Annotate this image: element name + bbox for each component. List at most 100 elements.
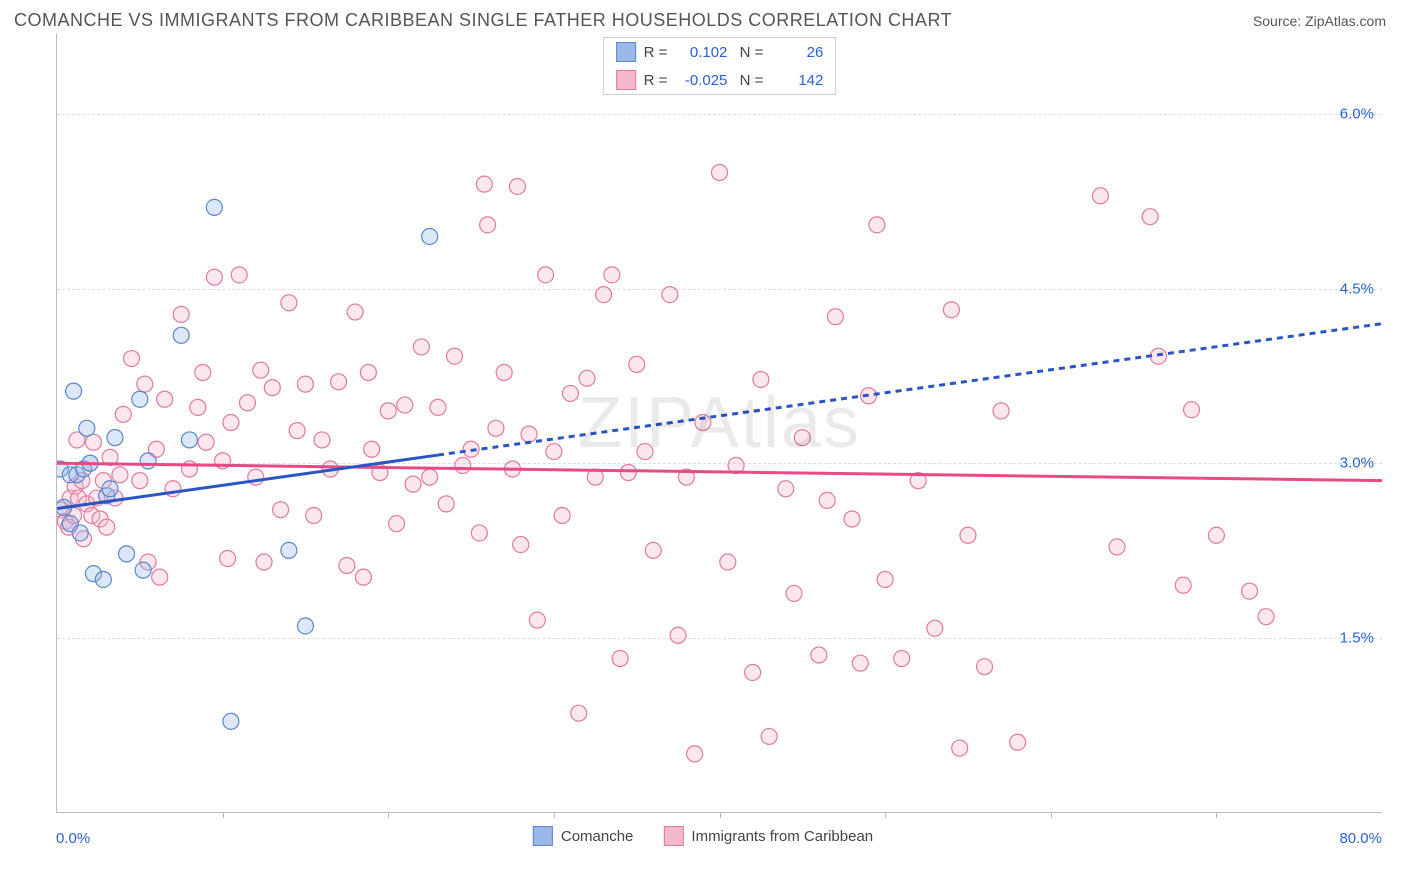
x-max-label: 80.0% bbox=[1339, 830, 1382, 847]
data-point bbox=[95, 571, 111, 587]
data-point bbox=[112, 467, 128, 483]
data-point bbox=[119, 546, 135, 562]
series1-swatch bbox=[616, 42, 636, 62]
series2-swatch bbox=[663, 826, 683, 846]
series2-swatch bbox=[616, 70, 636, 90]
data-point bbox=[620, 464, 636, 480]
data-point bbox=[596, 287, 612, 303]
data-point bbox=[190, 399, 206, 415]
data-point bbox=[223, 415, 239, 431]
data-point bbox=[761, 728, 777, 744]
data-point bbox=[993, 403, 1009, 419]
series1-r: 0.102 bbox=[675, 44, 727, 61]
data-point bbox=[66, 383, 82, 399]
data-point bbox=[438, 496, 454, 512]
data-point bbox=[844, 511, 860, 527]
data-point bbox=[220, 551, 236, 567]
data-point bbox=[173, 327, 189, 343]
data-point bbox=[612, 651, 628, 667]
data-point bbox=[670, 627, 686, 643]
data-point bbox=[124, 351, 140, 367]
data-point bbox=[281, 542, 297, 558]
data-point bbox=[289, 423, 305, 439]
data-point bbox=[1142, 209, 1158, 225]
x-tick bbox=[1216, 812, 1217, 818]
data-point bbox=[1242, 583, 1258, 599]
data-point bbox=[347, 304, 363, 320]
series1-swatch bbox=[533, 826, 553, 846]
data-point bbox=[152, 569, 168, 585]
r-label: R = bbox=[644, 44, 668, 61]
n-label: N = bbox=[735, 44, 763, 61]
data-point bbox=[471, 525, 487, 541]
data-point bbox=[1010, 734, 1026, 750]
r-label: R = bbox=[644, 72, 668, 89]
data-point bbox=[562, 385, 578, 401]
data-point bbox=[819, 492, 835, 508]
data-point bbox=[206, 269, 222, 285]
data-point bbox=[157, 391, 173, 407]
data-point bbox=[422, 469, 438, 485]
data-point bbox=[753, 371, 769, 387]
data-point bbox=[360, 365, 376, 381]
data-point bbox=[794, 430, 810, 446]
data-point bbox=[786, 585, 802, 601]
data-point bbox=[195, 365, 211, 381]
data-point bbox=[869, 217, 885, 233]
data-point bbox=[413, 339, 429, 355]
data-point bbox=[422, 228, 438, 244]
data-point bbox=[331, 374, 347, 390]
data-point bbox=[1175, 577, 1191, 593]
data-point bbox=[476, 176, 492, 192]
data-point bbox=[339, 558, 355, 574]
data-point bbox=[554, 508, 570, 524]
data-point bbox=[662, 287, 678, 303]
data-point bbox=[389, 516, 405, 532]
data-point bbox=[712, 165, 728, 181]
data-point bbox=[927, 620, 943, 636]
plot-area: R = 0.102 N = 26 R = -0.025 N = 142 ZIPA… bbox=[56, 33, 1382, 813]
series1-n: 26 bbox=[771, 44, 823, 61]
data-point bbox=[977, 659, 993, 675]
n-label: N = bbox=[735, 72, 763, 89]
data-point bbox=[496, 365, 512, 381]
data-point bbox=[72, 525, 88, 541]
x-tick bbox=[554, 812, 555, 818]
data-point bbox=[1184, 402, 1200, 418]
x-tick bbox=[885, 812, 886, 818]
series2-name: Immigrants from Caribbean bbox=[691, 828, 873, 845]
data-point bbox=[102, 481, 118, 497]
data-point bbox=[135, 562, 151, 578]
data-point bbox=[132, 391, 148, 407]
data-point bbox=[397, 397, 413, 413]
x-tick bbox=[1051, 812, 1052, 818]
data-point bbox=[745, 664, 761, 680]
data-point bbox=[637, 444, 653, 460]
data-point bbox=[364, 441, 380, 457]
data-point bbox=[1092, 188, 1108, 204]
legend-item-1: Comanche bbox=[533, 826, 634, 846]
data-point bbox=[455, 458, 471, 474]
data-point bbox=[198, 434, 214, 450]
data-point bbox=[239, 395, 255, 411]
stats-row-2: R = -0.025 N = 142 bbox=[604, 66, 836, 94]
data-point bbox=[852, 655, 868, 671]
data-point bbox=[894, 651, 910, 667]
data-point bbox=[137, 376, 153, 392]
data-point bbox=[314, 432, 330, 448]
data-point bbox=[521, 426, 537, 442]
data-point bbox=[604, 267, 620, 283]
data-point bbox=[182, 432, 198, 448]
data-point bbox=[405, 476, 421, 492]
data-point bbox=[687, 746, 703, 762]
data-point bbox=[447, 348, 463, 364]
data-point bbox=[264, 380, 280, 396]
data-point bbox=[99, 519, 115, 535]
series1-name: Comanche bbox=[561, 828, 634, 845]
trend-line bbox=[438, 324, 1382, 455]
x-tick bbox=[388, 812, 389, 818]
stats-legend: R = 0.102 N = 26 R = -0.025 N = 142 bbox=[603, 37, 837, 95]
data-point bbox=[579, 370, 595, 386]
data-point bbox=[480, 217, 496, 233]
data-point bbox=[380, 403, 396, 419]
